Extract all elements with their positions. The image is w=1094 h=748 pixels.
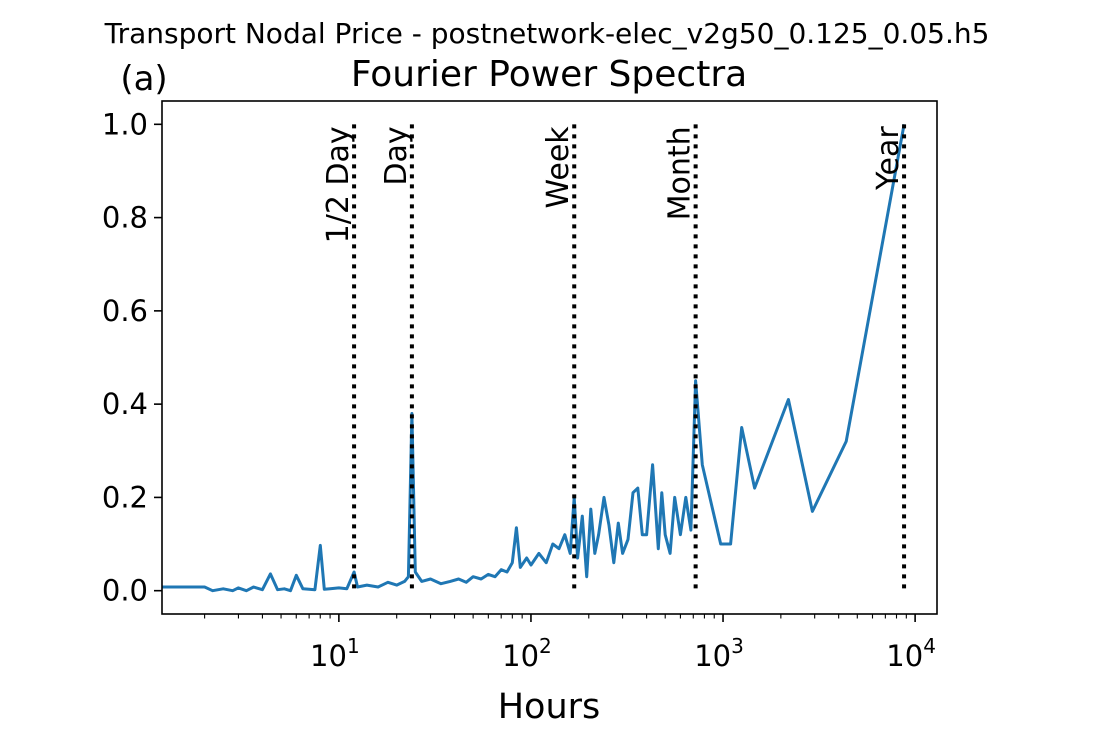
vline-label-2: Week bbox=[541, 126, 576, 209]
y-tick-label-2: 0.4 bbox=[102, 387, 148, 421]
y-tick-label-0: 0.0 bbox=[102, 574, 148, 608]
x-tick-label-1: 102 bbox=[502, 634, 552, 673]
y-tick-label-3: 0.6 bbox=[102, 294, 148, 328]
x-tick-label-2: 103 bbox=[694, 634, 744, 673]
plot-area: 0.0 0.2 0.4 0.6 0.8 1.0 101 102 103 104 1/2 Day Day… bbox=[102, 107, 936, 673]
vline-label-1: Day bbox=[379, 126, 414, 185]
axes-frame bbox=[161, 100, 938, 615]
panel-label: (a) bbox=[120, 59, 167, 99]
y-tick-label-4: 0.8 bbox=[102, 201, 148, 235]
figure-suptitle: Transport Nodal Price - postnetwork-elec… bbox=[104, 17, 990, 50]
vline-label-0: 1/2 Day bbox=[321, 126, 356, 243]
spectrum-line-0 bbox=[162, 124, 906, 593]
x-tick-label-0: 101 bbox=[310, 634, 360, 673]
x-axis-label: Hours bbox=[498, 687, 601, 727]
vline-label-4: Year bbox=[871, 126, 906, 191]
x-tick-label-3: 104 bbox=[886, 634, 936, 673]
y-tick-label-5: 1.0 bbox=[102, 107, 148, 141]
y-tick-label-1: 0.2 bbox=[102, 480, 148, 514]
chart-title: Fourier Power Spectra bbox=[351, 54, 747, 95]
vline-label-3: Month bbox=[663, 126, 698, 220]
